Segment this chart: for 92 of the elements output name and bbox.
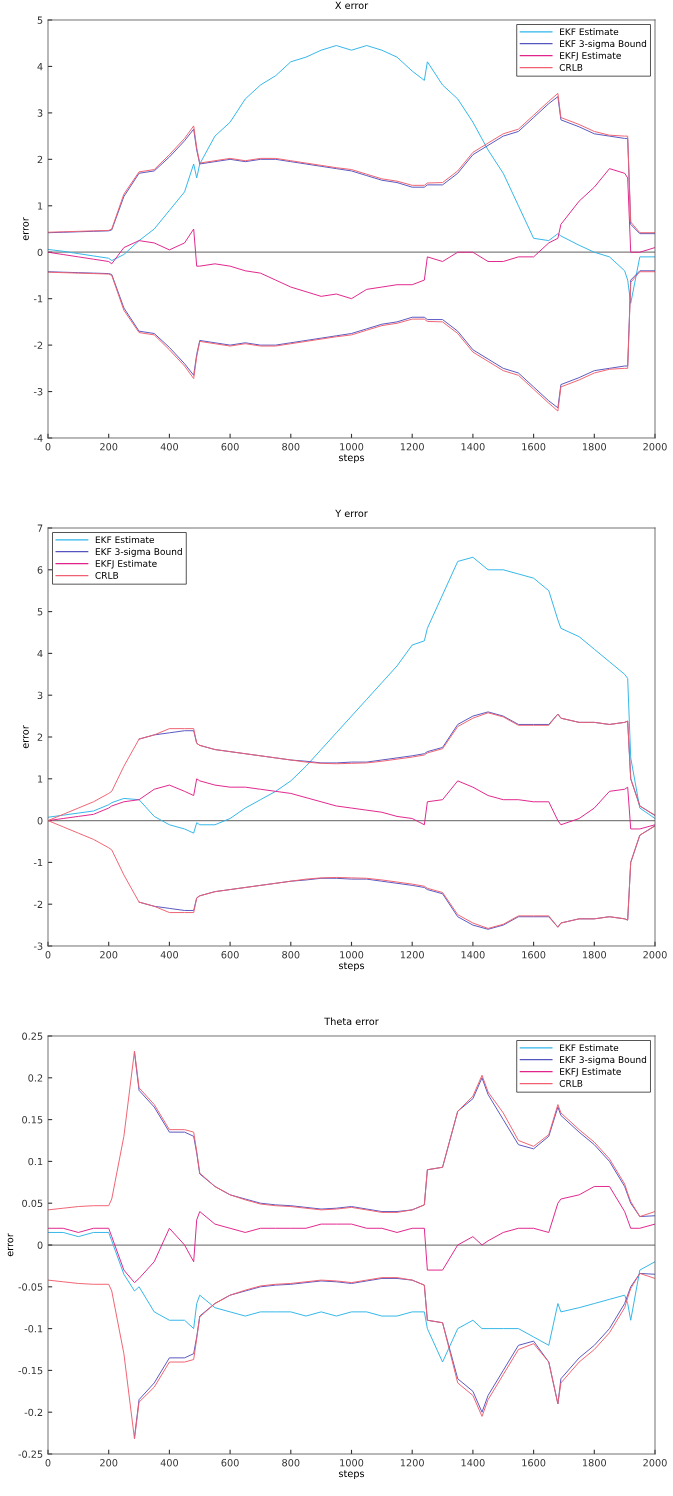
y-tick-label: 2	[37, 155, 43, 164]
x-tick-label: 2000	[643, 1459, 667, 1467]
x-axis-title: steps	[338, 454, 365, 464]
y-tick-label: 0.05	[22, 1199, 43, 1208]
y-tick-label: 0.15	[22, 1116, 43, 1124]
x-tick-label: 600	[221, 1459, 239, 1467]
chart-title: X error	[335, 1, 369, 10]
chart-title: Theta error	[324, 1017, 379, 1026]
legend-label: EKF 3-sigma Bound	[560, 1056, 647, 1065]
legend-label: EKF 3-sigma Bound	[95, 548, 182, 557]
y-axis-title: error	[23, 725, 29, 749]
line-series	[48, 1272, 655, 1440]
y-tick-label: 1	[38, 202, 43, 210]
y-tick-label: 0	[37, 1241, 43, 1249]
x-tick-label: 800	[282, 443, 300, 451]
y-tick-label: 0.25	[22, 1032, 43, 1040]
x-tick-label: 200	[100, 951, 118, 959]
legend-label: EKF 3-sigma Bound	[560, 40, 647, 49]
y-tick-label: 5	[37, 608, 43, 616]
x-tick-label: 200	[100, 1459, 118, 1467]
x-tick-label: 0	[45, 443, 51, 451]
y-tick-label: 4	[37, 63, 43, 71]
y-axis-title: error	[23, 217, 29, 241]
x-tick-label: 400	[160, 1459, 179, 1467]
y-tick-label: -1	[33, 295, 43, 303]
line-series	[48, 1231, 655, 1363]
y-tick-label: 2	[37, 733, 43, 741]
x-tick-label: 1600	[522, 1459, 546, 1467]
y-tick-label: -0.15	[18, 1366, 43, 1375]
x-axis-title: steps	[338, 1470, 365, 1480]
y-tick-label: -2	[33, 900, 43, 908]
x-tick-label: 1200	[400, 951, 424, 959]
y-axis-title: error	[7, 1233, 14, 1257]
x-tick-label: 0	[45, 1459, 51, 1467]
y-tick-label: 0	[37, 248, 43, 257]
y-tick-label: 5	[37, 16, 43, 24]
y-tick-label: -0.2	[24, 1408, 43, 1417]
x-tick-label: 1600	[522, 443, 546, 451]
y-tick-label: -1	[33, 859, 43, 867]
x-tick-label: 400	[160, 443, 179, 451]
y-tick-label: -0.1	[24, 1325, 43, 1333]
x-tick-label: 1000	[340, 1459, 364, 1467]
x-tick-label: 1600	[522, 951, 546, 959]
legend-label: EKF Estimate	[95, 536, 155, 544]
legend-label: EKFJ Estimate	[95, 559, 157, 569]
x-tick-label: 2000	[643, 951, 667, 959]
x-tick-label: 1400	[461, 443, 485, 451]
y-tick-label: 6	[37, 566, 43, 574]
line-series	[48, 168, 655, 300]
y-tick-label: -3	[33, 388, 43, 396]
line-series	[48, 778, 655, 830]
x-tick-label: 600	[221, 443, 239, 451]
y-tick-label: 0	[37, 817, 43, 825]
x-tick-label: 1200	[400, 443, 424, 451]
legend-label: EKF Estimate	[560, 28, 619, 36]
legend-label: CRLB	[559, 63, 583, 71]
y-tick-label: 0.1	[28, 1157, 43, 1166]
y-tick-label: 3	[37, 109, 43, 117]
x-tick-label: 1400	[461, 1459, 485, 1467]
x-tick-label: 600	[221, 951, 239, 959]
x-tick-label: 1800	[583, 443, 607, 451]
legend-label: EKFJ Estimate	[560, 1067, 621, 1077]
x-tick-label: 1000	[340, 443, 364, 451]
y-tick-label: 4	[37, 650, 43, 658]
y-tick-label: -0.25	[18, 1450, 43, 1458]
x-tick-label: 1800	[583, 951, 607, 959]
y-tick-label: 0.2	[28, 1074, 43, 1082]
y-tick-label: 1	[38, 775, 43, 783]
x-tick-label: 1000	[340, 951, 364, 959]
x-tick-label: 200	[100, 443, 118, 451]
legend-label: EKFJ Estimate	[560, 51, 621, 61]
y-tick-label: -0.05	[18, 1283, 43, 1291]
y-tick-label: 7	[37, 524, 43, 532]
x-axis-title: steps	[338, 962, 365, 972]
x-tick-label: 0	[45, 951, 51, 959]
legend-label: CRLB	[559, 1079, 583, 1087]
legend-label: CRLB	[95, 571, 119, 579]
y-tick-label: -3	[33, 942, 43, 950]
y-tick-label: -4	[33, 434, 43, 442]
x-tick-label: 400	[160, 951, 179, 959]
x-tick-label: 1800	[583, 1459, 607, 1467]
x-tick-label: 800	[282, 1459, 300, 1467]
x-tick-label: 2000	[643, 443, 667, 451]
legend-label: EKF Estimate	[560, 1044, 619, 1052]
y-tick-label: 3	[37, 691, 43, 700]
line-series	[48, 1185, 655, 1284]
x-tick-label: 1200	[400, 1459, 424, 1467]
chart-title: Y error	[335, 509, 368, 518]
line-series	[48, 1050, 655, 1218]
y-tick-label: -2	[33, 341, 43, 349]
x-tick-label: 800	[282, 951, 300, 959]
x-tick-label: 1400	[461, 951, 485, 959]
